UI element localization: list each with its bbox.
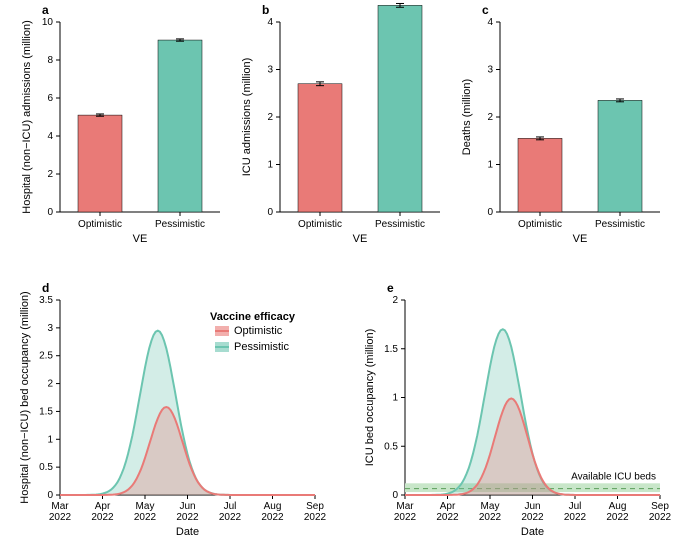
xtick-month: Jul [224,501,237,512]
xtick-year: 2022 [436,512,459,523]
ytick-label: 2 [47,379,53,390]
xtick-month: Mar [396,501,414,512]
ytick-label: 8 [47,55,53,66]
ytick-label: 0 [392,490,398,501]
x-axis-label: VE [133,233,148,245]
xtick-label: Pessimistic [375,219,425,230]
ytick-label: 2 [47,169,53,180]
xtick-year: 2022 [49,512,72,523]
xtick-label: Pessimistic [155,219,205,230]
x-axis-label: VE [573,233,588,245]
ytick-label: 6 [47,93,53,104]
ytick-label: 3.5 [39,295,53,306]
xtick-label: Optimistic [518,219,562,230]
x-axis-label: VE [353,233,368,245]
ytick-label: 4 [487,17,493,28]
xtick-year: 2022 [91,512,114,523]
ytick-label: 4 [267,17,273,28]
xtick-year: 2022 [219,512,242,523]
legend-item: Pessimistic [234,341,290,353]
ytick-label: 0.5 [384,441,398,452]
xtick-month: Jun [179,501,195,512]
xtick-year: 2022 [261,512,284,523]
xtick-month: Jun [524,501,540,512]
ytick-label: 3 [47,323,53,334]
ytick-label: 1.5 [384,344,398,355]
ytick-label: 1 [267,160,273,171]
panel-b: b 0 1 2 3 4 ICU admissions (million) Optimistic… [241,3,440,245]
ytick-label: 1 [487,160,493,171]
xtick-year: 2022 [394,512,417,523]
y-axis-label: Hospital (non−ICU) bed occupancy (millio… [19,291,31,503]
ytick-label: 3 [267,65,273,76]
xtick-label: Optimistic [298,219,342,230]
xtick-month: May [481,501,500,512]
panel-letter: d [42,281,49,295]
xtick-month: Sep [306,501,324,512]
xtick-month: Aug [264,501,282,512]
panel-e: e 0 0.5 1 1.5 2 ICU bed occupancy (million) Mar… [364,281,672,538]
xtick-year: 2022 [521,512,544,523]
panel-letter: a [42,3,49,17]
legend-title: Vaccine efficacy [210,311,296,323]
xtick-year: 2022 [304,512,327,523]
xtick-year: 2022 [134,512,157,523]
ytick-label: 2.5 [39,351,53,362]
legend: Vaccine efficacy Optimistic Pessimistic [210,311,296,353]
xtick-year: 2022 [479,512,502,523]
bar [78,115,122,212]
ytick-label: 3 [487,65,493,76]
ytick-label: 0 [47,207,53,218]
xtick-year: 2022 [564,512,587,523]
y-axis-label: Deaths (million) [461,79,473,155]
xtick-label: Optimistic [78,219,122,230]
xtick-month: Mar [51,501,69,512]
ytick-label: 0.5 [39,462,53,473]
panel-c: c 0 1 2 3 4 Deaths (million) Optimistic Pessimis… [461,3,660,245]
bar [518,138,562,212]
ytick-label: 0 [267,207,273,218]
ytick-label: 1 [392,393,398,404]
y-axis-label: Hospital (non−ICU) admissions (million) [21,20,33,213]
xtick-year: 2022 [176,512,199,523]
xtick-month: Jul [569,501,582,512]
xtick-label: Pessimistic [595,219,645,230]
ytick-label: 2 [487,112,493,123]
y-axis-label: ICU admissions (million) [241,58,253,177]
ytick-label: 1.5 [39,406,53,417]
panel-letter: e [387,281,394,295]
figure: a0246810Hospital (non−ICU) admissions (m… [0,0,676,550]
figure-svg: a0246810Hospital (non−ICU) admissions (m… [0,0,676,550]
xtick-month: Apr [440,501,456,512]
ytick-label: 0 [487,207,493,218]
panel-letter: b [262,3,269,17]
xtick-year: 2022 [606,512,629,523]
ytick-label: 2 [392,295,398,306]
xtick-month: Sep [651,501,669,512]
xtick-month: Apr [95,501,111,512]
panel-a: a 0 2 4 6 8 10 Hospital (non−ICU) admissions (m… [21,3,220,245]
bar [378,5,422,212]
x-axis-label: Date [176,526,199,538]
xtick-year: 2022 [649,512,672,523]
ytick-label: 4 [47,131,53,142]
bar [158,40,202,212]
x-axis-label: Date [521,526,544,538]
ytick-label: 10 [42,17,54,28]
ytick-label: 0 [47,490,53,501]
bar [298,84,342,212]
ytick-label: 1 [47,434,53,445]
ytick-label: 2 [267,112,273,123]
icu-annotation: Available ICU beds [571,471,656,482]
bar [598,100,642,212]
xtick-month: Aug [609,501,627,512]
legend-item: Optimistic [234,325,283,337]
xtick-month: May [136,501,155,512]
y-axis-label: ICU bed occupancy (million) [364,329,376,467]
panel-letter: c [482,3,489,17]
